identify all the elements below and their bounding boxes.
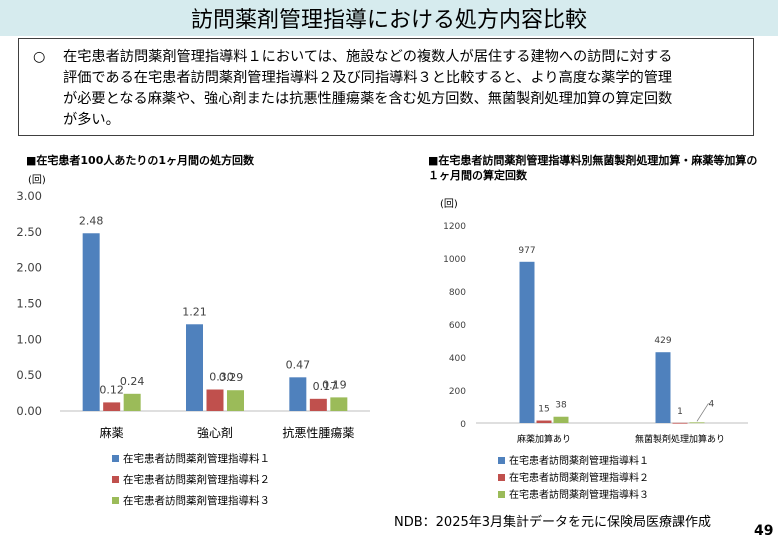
page-title-text: 訪問薬剤管理指導における処方内容比較 — [190, 8, 587, 33]
chart1-data-label: 0.24 — [120, 375, 145, 388]
bullet-icon: ○ — [33, 49, 46, 65]
chart1-y-tick-label: 1.00 — [16, 332, 42, 346]
chart2-y-tick-label: 600 — [449, 321, 466, 331]
chart1-y-tick-label: 0.00 — [16, 404, 42, 418]
chart1-data-label: 0.12 — [99, 383, 124, 396]
chart2-y-tick-label: 1000 — [443, 255, 466, 265]
chart2-bar — [655, 352, 671, 423]
page-number: 49 — [754, 523, 774, 539]
chart2-category-label: 麻薬加算あり — [517, 433, 571, 445]
chart2-data-label: 38 — [555, 401, 567, 411]
chart1-data-label: 0.29 — [219, 371, 244, 384]
chart2-y-tick-label: 200 — [449, 387, 466, 397]
chart1-bar — [82, 233, 100, 411]
chart1-legend-swatch — [112, 476, 119, 483]
chart2-legend-label: 在宅患者訪問薬剤管理指導料３ — [509, 488, 649, 501]
chart1-y-axis-label: (回) — [28, 174, 46, 186]
chart1-bar — [309, 398, 327, 411]
chart2-title: ■在宅患者訪問薬剤管理指導料別無菌製剤処理加算・麻薬等加算の１ヶ月間の算定回数 — [428, 154, 758, 182]
chart1-legend-label: 在宅患者訪問薬剤管理指導料１ — [123, 452, 270, 465]
summary-line-4: が多い。 — [63, 112, 120, 128]
summary-line-3: が必要となる麻薬や、強心剤または抗悪性腫瘍薬を含む処方回数、無菌製剤処理加算の算… — [63, 91, 673, 107]
summary-line-1: ○ 在宅患者訪問薬剤管理指導料１においては、施設などの複数人が居住する建物への訪問… — [33, 47, 743, 68]
chart1-category-label: 抗悪性腫瘍薬 — [282, 425, 354, 440]
chart1-data-label: 0.19 — [322, 378, 347, 391]
source-note: NDB：2025年3月集計データを元に保険局医療課作成 — [394, 515, 712, 530]
chart2-bar — [672, 422, 688, 424]
chart2-y-tick-label: 400 — [449, 354, 466, 364]
chart2-legend-swatch — [498, 474, 505, 481]
chart2-bar — [553, 416, 569, 423]
chart2-bar — [536, 420, 552, 423]
chart1-title: ■在宅患者100人あたりの1ヶ月間の処方回数 — [26, 154, 255, 167]
chart1-data-label: 0.47 — [286, 358, 311, 371]
chart1-data-label: 0.17 — [313, 380, 338, 393]
chart2-legend-label: 在宅患者訪問薬剤管理指導料１ — [509, 454, 649, 467]
chart1-y-tick-label: 1.50 — [16, 297, 42, 311]
chart2-y-tick-label: 800 — [449, 288, 466, 298]
chart1-y-tick-label: 3.00 — [16, 189, 42, 203]
chart1-y-tick-label: 2.50 — [16, 225, 42, 239]
summary-line-2: 評価である在宅患者訪問薬剤管理指導料２及び同指導料３と比較すると、より高度な薬学… — [63, 70, 673, 86]
chart2-data-label: 15 — [538, 405, 549, 415]
chart1-data-label: 1.21 — [182, 305, 207, 318]
chart2-legend-swatch — [498, 491, 505, 498]
summary-text: ○ 在宅患者訪問薬剤管理指導料１においては、施設などの複数人が居住する建物への訪問… — [33, 47, 743, 131]
chart2-bar — [519, 261, 535, 423]
chart1-y-tick-label: 2.00 — [16, 261, 42, 275]
chart1-legend-swatch — [112, 497, 119, 504]
chart2-legend-swatch — [498, 457, 505, 464]
chart1-bar — [289, 377, 307, 411]
chart1-legend-label: 在宅患者訪問薬剤管理指導料３ — [123, 494, 270, 507]
chart2-y-tick-label: 0 — [460, 420, 466, 430]
summary-box: ○ 在宅患者訪問薬剤管理指導料１においては、施設などの複数人が居住する建物への訪問… — [18, 38, 754, 136]
chart1-bar — [186, 324, 203, 411]
chart1-legend-swatch — [112, 455, 119, 462]
chart1-bar — [330, 397, 348, 411]
chart1-bar — [103, 402, 121, 411]
chart2-data-label: 977 — [518, 246, 535, 256]
chart2-legend-label: 在宅患者訪問薬剤管理指導料２ — [509, 471, 649, 484]
chart2-y-tick-label: 1200 — [443, 222, 466, 232]
chart2-category-label: 無菌製剤処理加算あり — [635, 433, 725, 445]
chart1-category-label: 麻薬 — [100, 425, 124, 440]
chart1-bar — [123, 393, 141, 411]
chart2-bar — [689, 422, 705, 424]
chart2-leader-line — [696, 403, 709, 422]
chart1-y-tick-label: 0.50 — [16, 368, 42, 382]
chart1-legend-label: 在宅患者訪問薬剤管理指導料２ — [123, 473, 270, 486]
chart2-data-label: 4 — [709, 399, 715, 409]
chart2-data-label: 1 — [677, 407, 683, 417]
chart1-category-label: 強心剤 — [197, 425, 233, 440]
chart1-bar — [206, 389, 224, 411]
chart2-y-axis-label: (回) — [440, 198, 458, 210]
chart2-data-label: 429 — [654, 336, 671, 346]
page-title: 訪問薬剤管理指導における処方内容比較 — [0, 0, 778, 36]
chart1-bar — [227, 390, 244, 411]
chart1-data-label: 0.30 — [209, 371, 234, 384]
chart1-data-label: 2.48 — [79, 214, 104, 227]
